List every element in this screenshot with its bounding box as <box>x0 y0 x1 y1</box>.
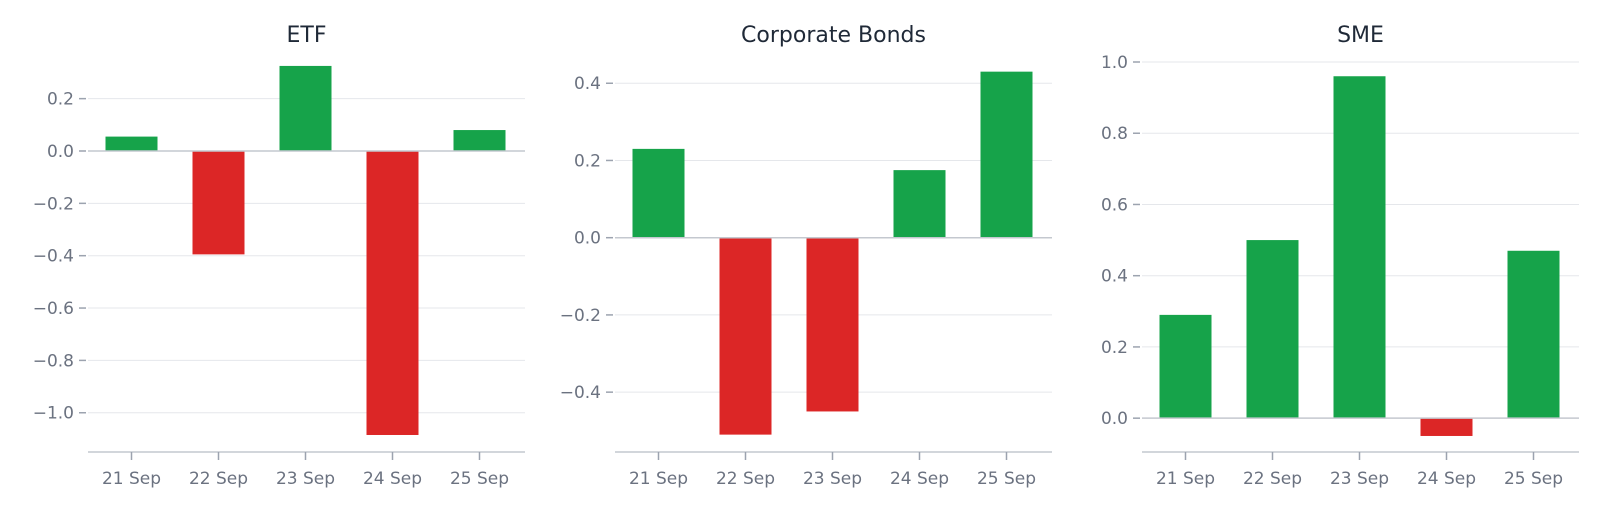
bar-21-sep <box>105 136 158 151</box>
bar-21-sep <box>1159 314 1212 419</box>
y-tick-label: 0.8 <box>1101 124 1128 144</box>
x-tick-label: 21 Sep <box>629 469 688 489</box>
y-tick-label: −0.2 <box>560 306 601 326</box>
bar-24-sep <box>893 170 946 238</box>
y-tick-label: −0.8 <box>33 351 74 371</box>
x-tick-label: 25 Sep <box>1504 469 1563 489</box>
y-tick-label: 0.6 <box>1101 195 1128 215</box>
x-tick-label: 23 Sep <box>803 469 862 489</box>
y-tick-label: −0.2 <box>33 194 74 214</box>
bar-24-sep <box>1420 418 1473 436</box>
y-tick-label: 0.2 <box>1101 338 1128 358</box>
y-tick-label: 0.0 <box>47 142 74 162</box>
bar-22-sep <box>719 237 772 435</box>
x-tick-label: 21 Sep <box>102 469 161 489</box>
y-tick-label: 0.2 <box>574 151 601 171</box>
x-tick-label: 24 Sep <box>363 469 422 489</box>
y-tick-label: 0.4 <box>1101 267 1128 287</box>
bar-23-sep <box>1333 76 1386 419</box>
bar-21-sep <box>632 148 685 238</box>
x-tick-label: 22 Sep <box>1243 469 1302 489</box>
y-tick-label: 0.4 <box>574 74 601 94</box>
x-tick-label: 25 Sep <box>977 469 1036 489</box>
x-tick-label: 23 Sep <box>1330 469 1389 489</box>
y-tick-label: −1.0 <box>33 404 74 424</box>
y-tick-label: −0.4 <box>33 247 74 267</box>
x-tick-label: 22 Sep <box>716 469 775 489</box>
bar-25-sep <box>1507 250 1560 419</box>
bar-23-sep <box>279 65 332 151</box>
chart-panel-2: Corporate Bonds 0.4 0.2 0.0 −0.2 −0.4 21 Sep 22… <box>560 23 1052 489</box>
y-tick-label: 1.0 <box>1101 53 1128 73</box>
x-tick-label: 22 Sep <box>189 469 248 489</box>
y-tick-label: 0.2 <box>47 90 74 110</box>
bar-25-sep <box>453 130 506 151</box>
chart-panel-1: ETF 0.2 0.0 −0.2 −0.4 −0.6 −0.8 −1.0 21 Sep 22 Se… <box>33 23 525 489</box>
bar-22-sep <box>1246 240 1299 419</box>
x-tick-label: 24 Sep <box>890 469 949 489</box>
x-tick-label: 21 Sep <box>1156 469 1215 489</box>
x-tick-label: 23 Sep <box>276 469 335 489</box>
bar-22-sep <box>192 150 245 255</box>
chart-title: SME <box>1337 23 1384 48</box>
x-tick-label: 24 Sep <box>1417 469 1476 489</box>
y-tick-label: −0.6 <box>33 299 74 319</box>
y-tick-label: −0.4 <box>560 383 601 403</box>
bar-25-sep <box>980 71 1033 238</box>
x-tick-label: 25 Sep <box>450 469 509 489</box>
bar-24-sep <box>366 150 419 435</box>
y-tick-label: 0.0 <box>574 229 601 249</box>
bar-23-sep <box>806 237 859 412</box>
chart-panel-3: SME 1.0 0.8 0.6 0.4 0.2 0.0 21 Sep 22 Sep 23 Sep 2… <box>1101 23 1579 489</box>
chart-title: ETF <box>287 23 327 48</box>
y-tick-label: 0.0 <box>1101 409 1128 429</box>
chart-title: Corporate Bonds <box>741 23 926 48</box>
